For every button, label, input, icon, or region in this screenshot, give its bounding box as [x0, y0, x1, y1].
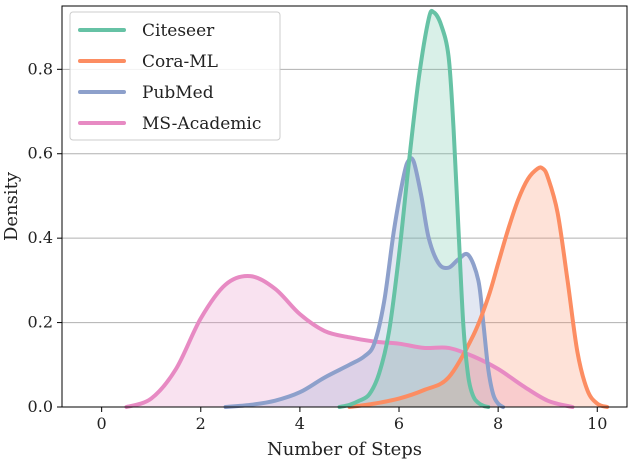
- legend-label-ms-academic: MS-Academic: [142, 114, 261, 134]
- legend-label-cora-ml: Cora-ML: [142, 52, 218, 72]
- series-line-pubmed: [223, 156, 506, 409]
- y-tick-label-0: 0.0: [28, 397, 53, 416]
- series-line-citeseer: [337, 8, 491, 409]
- y-tick-label-1: 0.2: [28, 313, 53, 332]
- x-tick-label-3: 6: [394, 414, 404, 433]
- y-tick-label-4: 0.8: [28, 59, 53, 78]
- x-tick-label-2: 4: [295, 414, 305, 433]
- y-tick-label-3: 0.6: [28, 144, 53, 163]
- legend-label-citeseer: Citeseer: [142, 21, 215, 41]
- x-tick-label-4: 8: [493, 414, 503, 433]
- series-line-cora-ml: [347, 165, 610, 409]
- series-lines: [124, 8, 610, 409]
- x-tick-label-0: 0: [97, 414, 107, 433]
- series-line-ms-academic: [124, 274, 575, 409]
- x-axis-ticks: 0 2 4 6 8 10: [97, 407, 607, 433]
- series-fill-pubmed: [225, 158, 504, 407]
- x-tick-label-1: 2: [196, 414, 206, 433]
- legend-box: [69, 11, 281, 141]
- legend: Citeseer Cora-ML PubMed MS-Academic: [69, 11, 281, 141]
- x-axis-label: Number of Steps: [267, 439, 422, 460]
- series-fill-ms-academic: [126, 276, 573, 407]
- legend-label-pubmed: PubMed: [142, 83, 214, 103]
- series-fill-cora-ml: [349, 167, 608, 407]
- plot-frame: [61, 5, 628, 408]
- x-tick-label-5: 10: [587, 414, 607, 433]
- y-axis-label: Density: [1, 171, 22, 241]
- y-tick-label-2: 0.4: [28, 228, 53, 247]
- y-axis-ticks: 0.0 0.2 0.4 0.6 0.8: [28, 59, 62, 416]
